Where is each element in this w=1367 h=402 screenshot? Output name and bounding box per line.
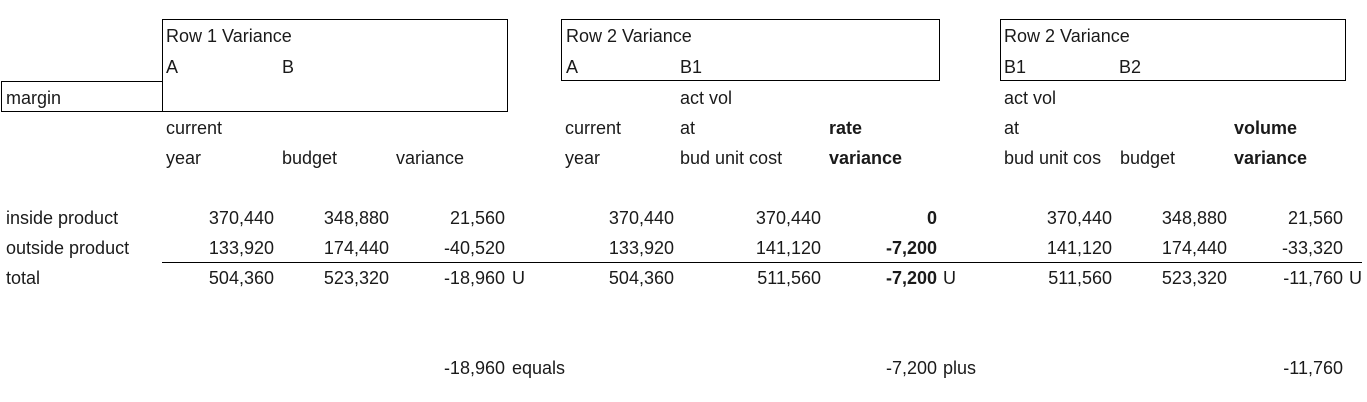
g2-budunitcost-label: bud unit cost	[680, 148, 783, 168]
box1-col-b: B	[282, 57, 295, 77]
box1-col-a: A	[166, 57, 179, 77]
summary-value-2[interactable]: -7,200	[885, 358, 937, 378]
g2-year-label: year	[565, 148, 601, 168]
cell[interactable]: -18,960	[443, 268, 505, 288]
box1-title: Row 1 Variance	[166, 26, 292, 46]
unfavorable-flag: U	[512, 268, 525, 288]
cell[interactable]: -40,520	[443, 238, 505, 258]
cell[interactable]: 370,440	[755, 208, 821, 228]
box3-col-a: B1	[1004, 57, 1027, 77]
cell[interactable]: 141,120	[1046, 238, 1112, 258]
box2-title: Row 2 Variance	[566, 26, 692, 46]
cell[interactable]: 21,560	[449, 208, 505, 228]
cell[interactable]: -7,200	[885, 268, 937, 288]
cell[interactable]: -33,320	[1281, 238, 1343, 258]
row-label-outside: outside product	[6, 238, 130, 258]
g3-at-label: at	[1004, 118, 1020, 138]
box3-col-b: B2	[1119, 57, 1142, 77]
row1-variance-box	[162, 19, 508, 112]
total-divider	[162, 262, 1362, 263]
g3-variance-label: variance	[1234, 148, 1308, 168]
cell[interactable]: 133,920	[608, 238, 674, 258]
summary-value-1[interactable]: -18,960	[443, 358, 505, 378]
g2-at-label: at	[680, 118, 696, 138]
cell[interactable]: 511,560	[757, 268, 821, 288]
g2-current-label: current	[565, 118, 622, 138]
g1-year-label: year	[166, 148, 202, 168]
cell[interactable]: 348,880	[1161, 208, 1227, 228]
row-label-inside: inside product	[6, 208, 119, 228]
cell[interactable]: 504,360	[208, 268, 274, 288]
g1-variance-label: variance	[396, 148, 465, 168]
box2-col-a: A	[566, 57, 579, 77]
unfavorable-flag: U	[1349, 268, 1362, 288]
summary-word-plus: plus	[943, 358, 977, 378]
cell[interactable]: 370,440	[608, 208, 674, 228]
g3-volume-label: volume	[1234, 118, 1298, 138]
summary-value-3[interactable]: -11,760	[1283, 358, 1343, 378]
g1-budget-label: budget	[282, 148, 338, 168]
cell[interactable]: 348,880	[323, 208, 389, 228]
cell[interactable]: 21,560	[1287, 208, 1343, 228]
box2-col-b: B1	[680, 57, 703, 77]
cell[interactable]: 523,320	[1161, 268, 1227, 288]
cell[interactable]: 370,440	[208, 208, 274, 228]
cell[interactable]: 174,440	[323, 238, 389, 258]
g2-rate-label: rate	[829, 118, 863, 138]
cell[interactable]: 511,560	[1048, 268, 1112, 288]
g3-budunitcos-label: bud unit cos	[1004, 148, 1102, 168]
g2-actvol-label: act vol	[680, 88, 733, 108]
g2-variance-label: variance	[829, 148, 903, 168]
cell[interactable]: -11,760	[1283, 268, 1343, 288]
row2-variance-box-a	[561, 19, 940, 81]
g3-budget-label: budget	[1120, 148, 1176, 168]
cell[interactable]: -7,200	[885, 238, 937, 258]
cell[interactable]: 523,320	[323, 268, 389, 288]
g1-current-label: current	[166, 118, 223, 138]
margin-cell[interactable]	[1, 81, 163, 112]
cell[interactable]: 370,440	[1046, 208, 1112, 228]
box3-title: Row 2 Variance	[1004, 26, 1130, 46]
unfavorable-flag: U	[943, 268, 956, 288]
g3-actvol-label: act vol	[1004, 88, 1057, 108]
summary-word-equals: equals	[512, 358, 566, 378]
cell[interactable]: 174,440	[1161, 238, 1227, 258]
cell[interactable]: 504,360	[608, 268, 674, 288]
cell[interactable]: 141,120	[755, 238, 821, 258]
cell[interactable]: 0	[926, 208, 937, 228]
row-label-total: total	[6, 268, 41, 288]
margin-label: margin	[6, 88, 62, 108]
cell[interactable]: 133,920	[208, 238, 274, 258]
row2-variance-box-b	[1000, 19, 1346, 81]
